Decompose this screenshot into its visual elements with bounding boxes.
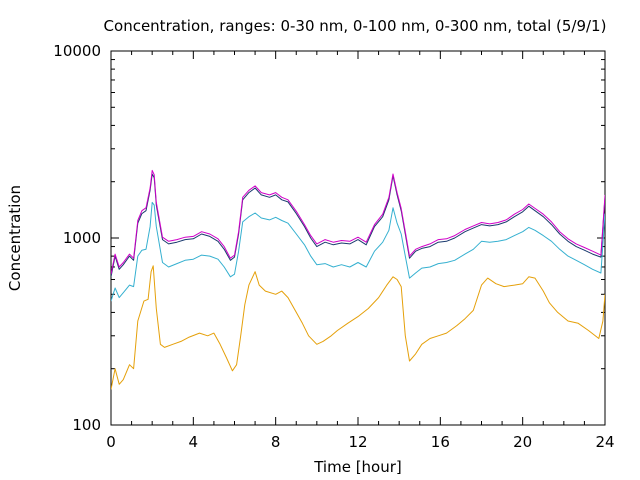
series-lines: [111, 169, 605, 390]
x-tick-label: 12: [348, 433, 367, 451]
x-tick-label: 16: [431, 433, 450, 451]
axis-ticks: [110, 50, 606, 426]
tick-labels: 0 4 8 12 16 20 24 100 1000 10000: [53, 42, 614, 451]
series-line-3: [111, 173, 605, 277]
y-tick-label: 100: [72, 416, 101, 434]
x-tick-label: 20: [513, 433, 532, 451]
x-axis-label: Time [hour]: [313, 458, 402, 476]
series-line-4: [111, 169, 605, 275]
y-tick-label: 10000: [53, 42, 101, 60]
x-tick-label: 0: [106, 433, 116, 451]
x-tick-label: 24: [595, 433, 614, 451]
x-tick-label: 8: [271, 433, 281, 451]
y-axis-label: Concentration: [6, 185, 24, 291]
series-line-1: [111, 265, 605, 390]
chart-title: Concentration, ranges: 0-30 nm, 0-100 nm…: [104, 17, 607, 35]
x-tick-label: 4: [189, 433, 199, 451]
plot-frame: [110, 50, 606, 426]
y-tick-label: 1000: [63, 229, 101, 247]
series-line-2: [111, 201, 605, 302]
